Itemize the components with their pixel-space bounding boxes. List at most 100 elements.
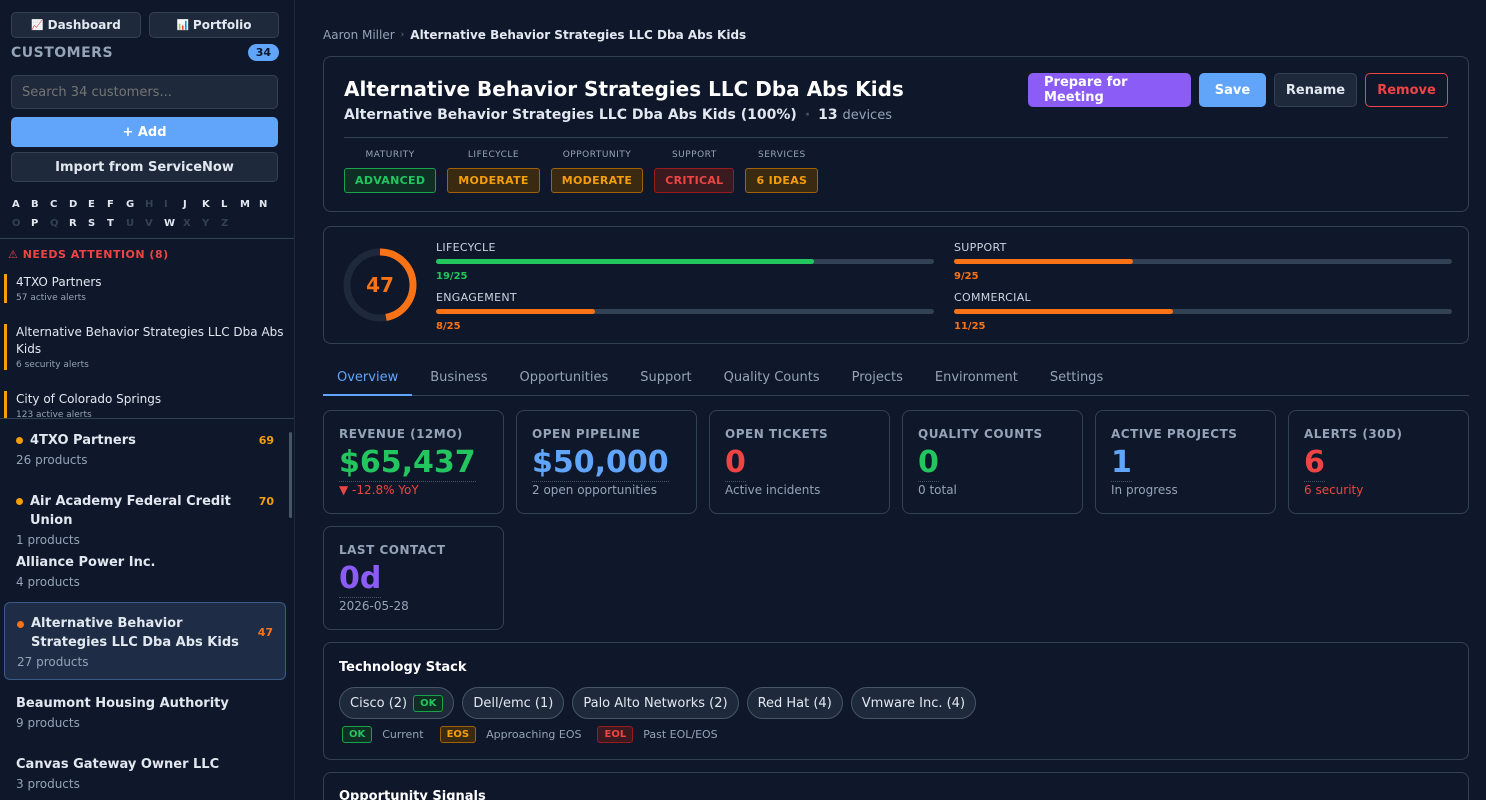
customer-item[interactable]: Alliance Power Inc. 4 products (4, 551, 286, 591)
alphabet-letter-l[interactable]: L (221, 199, 228, 210)
attention-item[interactable]: 4TXO Partners 57 active alerts (4, 274, 291, 303)
attention-item[interactable]: Alternative Behavior Strategies LLC Dba … (4, 324, 291, 370)
metric-value: 11/25 (954, 321, 986, 332)
breadcrumb-parent[interactable]: Aaron Miller (323, 28, 395, 42)
alphabet-letter-t[interactable]: T (107, 218, 114, 229)
status-pills: MATURITY ADVANCED LIFECYCLE MODERATE OPPORTU… (344, 150, 819, 193)
tab-environment[interactable]: Environment (934, 370, 1018, 385)
devices-count: 13 (818, 107, 838, 123)
metric-label: COMMERCIAL (954, 291, 1031, 304)
divider (344, 137, 1448, 138)
technology-chip[interactable]: Cisco (2) OK (339, 687, 455, 719)
portfolio-button[interactable]: 📊 Portfolio (149, 12, 279, 38)
import-servicenow-button[interactable]: Import from ServiceNow (11, 152, 278, 182)
metric-label: LIFECYCLE (436, 241, 496, 254)
alphabet-letter-s[interactable]: S (88, 218, 96, 229)
customer-item[interactable]: 4TXO Partners 69 26 products (4, 429, 286, 469)
metric-bar-fill (954, 259, 1134, 264)
stat-value: 0 (918, 445, 939, 482)
alphabet-letter-w[interactable]: W (164, 218, 176, 229)
customer-score: 69 (258, 434, 274, 447)
tab-support[interactable]: Support (640, 370, 692, 385)
alphabet-letter-f[interactable]: F (107, 199, 114, 210)
alphabet-letter-m[interactable]: M (240, 199, 250, 210)
customer-name: Beaumont Housing Authority (16, 696, 229, 711)
alphabet-letter-p[interactable]: P (31, 218, 39, 229)
remove-button[interactable]: Remove (1365, 73, 1448, 107)
attention-item[interactable]: City of Colorado Springs 123 active aler… (4, 391, 291, 418)
stat-label: QUALITY COUNTS (918, 427, 1043, 441)
alphabet-letter-e[interactable]: E (88, 199, 95, 210)
needs-attention-section: ⚠ NEEDS ATTENTION (8) 4TXO Partners 57 a… (0, 240, 294, 418)
customer-item-selected[interactable]: Alternative Behavior Strategies LLC Dba … (4, 602, 286, 680)
tab-projects[interactable]: Projects (851, 370, 903, 385)
customer-list: 4TXO Partners 69 26 products Air Academy… (0, 419, 294, 800)
customer-name: Alternative Behavior Strategies LLC Dba … (31, 616, 239, 650)
attention-item-name: 4TXO Partners (16, 275, 102, 289)
alphabet-letter-d[interactable]: D (69, 199, 78, 210)
technology-chip[interactable]: Dell/emc (1) (462, 687, 565, 719)
stat-value: $50,000 (532, 445, 669, 482)
main-content: Aaron Miller › Alternative Behavior Stra… (296, 0, 1486, 800)
metric-value: 19/25 (436, 271, 468, 282)
technology-chip[interactable]: Vmware Inc. (4) (850, 687, 977, 719)
attention-item-sub: 123 active alerts (16, 410, 92, 418)
tab-opportunities[interactable]: Opportunities (519, 370, 609, 385)
status-badge: MODERATE (550, 168, 644, 193)
tab-settings[interactable]: Settings (1049, 370, 1104, 385)
subtitle-text: Alternative Behavior Strategies LLC Dba … (344, 107, 797, 123)
search-input[interactable] (11, 75, 278, 109)
rename-button[interactable]: Rename (1274, 73, 1357, 107)
customer-item[interactable]: Beaumont Housing Authority 9 products (4, 692, 286, 732)
legend-tag: OK (342, 726, 373, 743)
customer-header-card: Alternative Behavior Strategies LLC Dba … (323, 56, 1469, 212)
tab-overview[interactable]: Overview (323, 360, 413, 396)
alphabet-letter-b[interactable]: B (31, 199, 39, 210)
status-label: OPPORTUNITY (562, 150, 632, 160)
alphabet-letter-n[interactable]: N (259, 199, 268, 210)
technology-chip[interactable]: Palo Alto Networks (2) (572, 687, 739, 719)
legend-text: Approaching EOS (486, 728, 582, 741)
customer-item[interactable]: Canvas Gateway Owner LLC 3 products (4, 753, 286, 793)
alphabet-letter-c[interactable]: C (50, 199, 58, 210)
add-customer-button[interactable]: + Add (11, 117, 278, 147)
chart-up-icon: 📈 (31, 19, 44, 31)
prepare-meeting-button[interactable]: Prepare for Meeting (1028, 73, 1191, 107)
metric-bar (436, 259, 934, 264)
attention-item-sub: 6 security alerts (16, 360, 89, 370)
scrollbar[interactable] (289, 432, 292, 518)
customer-item[interactable]: Air Academy Federal Credit Union 70 1 pr… (4, 490, 286, 549)
opportunity-signals-card: Opportunity Signals (323, 772, 1469, 800)
alphabet-letter-a[interactable]: A (12, 199, 20, 210)
subtitle-separator: · (804, 107, 811, 123)
tab-quality-counts[interactable]: Quality Counts (723, 370, 820, 385)
metric-bar-fill (436, 309, 596, 314)
alphabet-letter-j[interactable]: J (183, 199, 187, 210)
customer-name: Air Academy Federal Credit Union (30, 494, 231, 528)
stat-card: LAST CONTACT 0d 2026-05-28 (323, 526, 504, 630)
page-subtitle: Alternative Behavior Strategies LLC Dba … (344, 107, 892, 123)
stat-card: ACTIVE PROJECTS 1 In progress (1095, 410, 1276, 514)
alphabet-letter-g[interactable]: G (126, 199, 135, 210)
status-label: SUPPORT (671, 150, 717, 160)
customer-score: 47 (257, 626, 273, 639)
technology-name: Palo Alto Networks (2) (583, 695, 728, 711)
technology-chip[interactable]: Red Hat (4) (746, 687, 843, 719)
metric-bar (954, 309, 1452, 314)
alphabet-letter-k[interactable]: K (202, 199, 210, 210)
technology-stack-card: Technology Stack Cisco (2) OK Dell/emc (1)… (323, 642, 1469, 760)
save-button[interactable]: Save (1199, 73, 1266, 107)
status-support: SUPPORT CRITICAL (654, 150, 735, 193)
metric-label: SUPPORT (954, 241, 1007, 254)
tab-business[interactable]: Business (430, 370, 488, 385)
health-score-gauge (343, 248, 417, 322)
opportunity-signals-title: Opportunity Signals (339, 789, 486, 800)
stat-card: REVENUE (12MO) $65,437 ▼ -12.8% YoY (323, 410, 504, 514)
stat-value: 0d (339, 561, 382, 598)
status-badge: 6 IDEAS (745, 168, 819, 193)
dashboard-button[interactable]: 📈 Dashboard (11, 12, 141, 38)
stat-card: ALERTS (30D) 6 6 security (1288, 410, 1469, 514)
alphabet-letter-q: Q (50, 218, 59, 229)
alphabet-letter-r[interactable]: R (69, 218, 77, 229)
stat-value: 0 (725, 445, 746, 482)
